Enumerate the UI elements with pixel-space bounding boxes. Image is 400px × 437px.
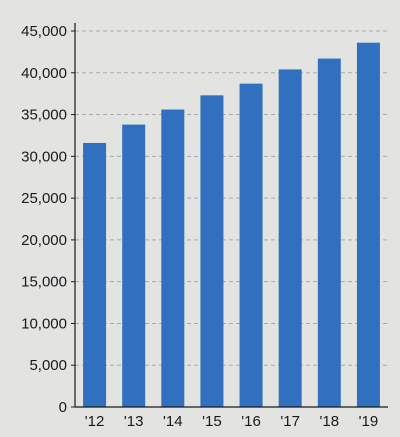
bar <box>161 109 185 407</box>
bar <box>122 124 146 408</box>
x-tick-label: '13 <box>124 413 144 430</box>
x-tick-label: '14 <box>163 413 183 430</box>
x-tick-label: '18 <box>320 413 340 430</box>
y-tick-label: 10,000 <box>21 315 67 332</box>
bar <box>278 69 302 408</box>
x-tick-label: '19 <box>359 413 379 430</box>
y-tick-label: 20,000 <box>21 232 67 249</box>
x-tick-label: '17 <box>280 413 300 430</box>
x-tick-labels: '12 '13 '14 '15 '16 '17 '18 '19 <box>85 413 378 430</box>
y-tick-label: 0 <box>59 399 67 416</box>
bars <box>83 42 380 408</box>
bar <box>239 83 263 407</box>
bar <box>317 58 341 407</box>
y-tick-label: 5,000 <box>29 357 67 374</box>
y-tick-label: 35,000 <box>21 107 67 124</box>
y-tick-label: 45,000 <box>21 23 67 40</box>
y-tick-label: 25,000 <box>21 190 67 207</box>
x-tick-label: '15 <box>202 413 222 430</box>
y-tick-label: 40,000 <box>21 65 67 82</box>
y-tick-labels: 0 5,000 10,000 15,000 20,000 25,000 30,000 35,0… <box>21 23 67 416</box>
bar <box>83 142 107 407</box>
y-tick-label: 15,000 <box>21 274 67 291</box>
bar <box>356 42 380 407</box>
bar <box>200 95 224 408</box>
y-tick-label: 30,000 <box>21 148 67 165</box>
x-tick-label: '16 <box>241 413 261 430</box>
x-tick-label: '12 <box>85 413 105 430</box>
axes <box>71 23 388 408</box>
